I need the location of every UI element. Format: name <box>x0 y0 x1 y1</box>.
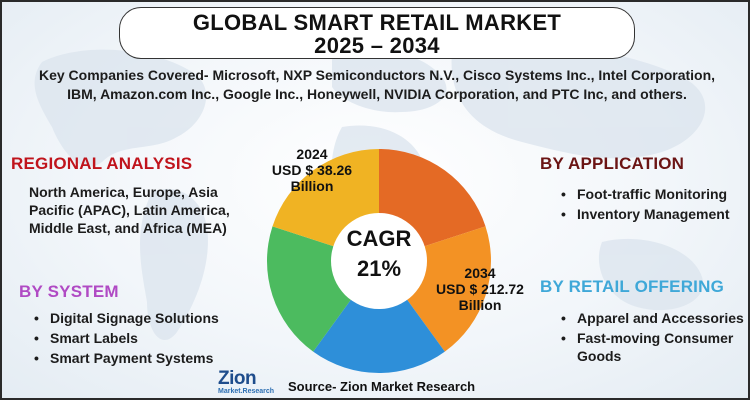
source-text: Source- Zion Market Research <box>288 379 476 394</box>
title-line-2: 2025 – 2034 <box>314 33 440 58</box>
label-2024-value: USD $ 38.26 <box>271 162 353 178</box>
list-item: Foot-traffic Monitoring <box>557 185 747 203</box>
value-label-2034: 2034 USD $ 212.72 Billion <box>420 265 540 313</box>
list-item: Smart Labels <box>30 329 260 347</box>
by-retail-offering-list: Apparel and Accessories Fast-moving Cons… <box>557 309 748 367</box>
list-item: Fast-moving Consumer Goods <box>557 329 748 365</box>
by-retail-offering-heading: BY RETAIL OFFERING <box>540 277 725 296</box>
label-2034-unit: Billion <box>458 297 502 313</box>
cagr-value: 21% <box>356 256 402 281</box>
donut-segment-2 <box>406 226 491 352</box>
list-item: Apparel and Accessories <box>557 309 748 327</box>
list-item: Smart Payment Systems <box>30 349 260 367</box>
regional-analysis-heading: REGIONAL ANALYSIS <box>11 154 193 173</box>
list-item: Inventory Management <box>557 205 747 223</box>
cagr-center-label: CAGR 21% <box>339 224 419 284</box>
key-companies-text: Key Companies Covered- Microsoft, NXP Se… <box>38 67 716 102</box>
logo-subtext: Market.Research <box>218 388 275 395</box>
label-2024-year: 2024 <box>296 146 328 162</box>
label-2034-value: USD $ 212.72 <box>436 281 524 297</box>
by-application-heading: BY APPLICATION <box>540 154 685 173</box>
value-label-2024: 2024 USD $ 38.26 Billion <box>257 146 367 194</box>
by-system-list: Digital Signage Solutions Smart Labels S… <box>30 309 260 369</box>
donut-segment-4 <box>267 226 352 352</box>
zion-logo: Zion Market.Research <box>218 368 282 398</box>
regional-analysis-text: North America, Europe, Asia Pacific (APA… <box>29 184 230 236</box>
list-item: Digital Signage Solutions <box>30 309 260 327</box>
donut-center <box>331 213 427 309</box>
by-application-list: Foot-traffic Monitoring Inventory Manage… <box>557 185 747 225</box>
label-2024-unit: Billion <box>290 178 334 194</box>
donut-segment-3 <box>313 299 445 374</box>
by-system-heading: BY SYSTEM <box>19 282 119 301</box>
cagr-text: CAGR <box>346 226 412 251</box>
cagr-donut <box>267 149 491 374</box>
title-box: GLOBAL SMART RETAIL MARKET 2025 – 2034 <box>119 7 635 59</box>
label-2034-year: 2034 <box>464 265 496 281</box>
logo-word: Zion <box>218 368 257 389</box>
title-line-1: GLOBAL SMART RETAIL MARKET <box>192 10 562 35</box>
